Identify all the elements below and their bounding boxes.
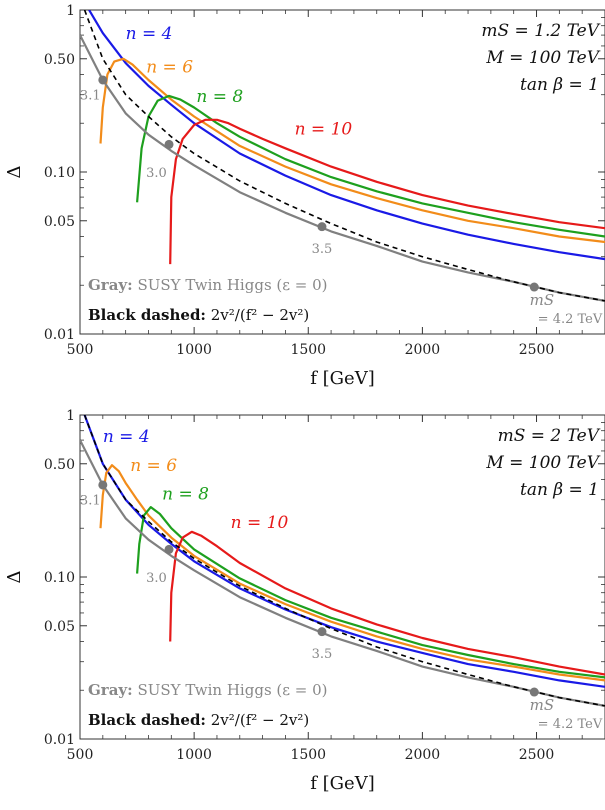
x-tick-label: 1500 xyxy=(290,342,326,358)
series-line xyxy=(80,34,605,302)
ms-point-label: 3.0 xyxy=(146,571,167,586)
y-tick-label: 1 xyxy=(66,3,75,19)
ms-point-marker xyxy=(317,222,327,232)
ms-point-marker xyxy=(164,139,174,149)
legend-black-label: Black dashed: xyxy=(88,306,206,324)
y-tick-label: 0.50 xyxy=(44,457,75,473)
curve-label: n = 6 xyxy=(146,58,193,78)
series-group xyxy=(80,10,605,302)
x-tick-label: 2000 xyxy=(405,342,441,358)
y-tick-label: 0.01 xyxy=(44,327,75,343)
curve-label: n = 6 xyxy=(130,456,177,476)
ms-point-label: 3.5 xyxy=(312,242,333,257)
y-tick-label: 1 xyxy=(66,408,75,424)
ms-point-label: 3.1 xyxy=(80,494,101,509)
series-group xyxy=(80,415,605,707)
x-axis-label: f [GeV] xyxy=(310,368,374,389)
x-tick-label: 500 xyxy=(67,747,94,763)
series-line xyxy=(80,439,605,707)
curve-label: n = 4 xyxy=(103,427,150,447)
legend-black-text: 2v²/(f² − 2v²) xyxy=(206,711,309,729)
x-tick-label: 2000 xyxy=(405,747,441,763)
curve-label: n = 8 xyxy=(162,485,209,505)
x-axis-label: f [GeV] xyxy=(310,773,374,794)
parameter-label: tan β = 1 xyxy=(520,480,599,500)
ms-point-label: 3.5 xyxy=(312,647,333,662)
x-tick-label: 500 xyxy=(67,342,94,358)
ms-point-label: mS xyxy=(530,696,555,714)
y-tick-label: 0.50 xyxy=(44,52,75,68)
ms-point-label: = 4.2 TeV xyxy=(538,717,603,732)
x-tick-label: 2500 xyxy=(519,342,555,358)
curve-label: n = 8 xyxy=(196,87,243,107)
series-line xyxy=(136,506,605,679)
y-axis-label: Δ xyxy=(4,571,25,584)
series-line xyxy=(169,530,605,676)
ms-point-marker xyxy=(529,282,539,292)
series-line xyxy=(99,464,605,682)
ms-point-label: mS xyxy=(530,291,555,309)
x-tick-label: 1500 xyxy=(290,747,326,763)
parameter-label: mS = 2 TeV xyxy=(498,426,601,446)
parameter-label: tan β = 1 xyxy=(520,75,599,95)
ms-point-marker xyxy=(164,544,174,554)
series-line xyxy=(83,10,605,302)
legend-gray-label: Gray: xyxy=(88,276,133,294)
y-tick-label: 0.01 xyxy=(44,732,75,748)
y-axis-label: Δ xyxy=(4,166,25,179)
series-line xyxy=(169,118,605,265)
ms-point-label: 3.1 xyxy=(80,89,101,104)
legend-black-text: 2v²/(f² − 2v²) xyxy=(206,306,309,324)
curve-label: n = 10 xyxy=(295,120,353,140)
ms-point-label: = 4.2 TeV xyxy=(538,312,603,327)
parameter-label: M = 100 TeV xyxy=(485,48,600,68)
series-line xyxy=(136,94,605,238)
legend-gray-text: SUSY Twin Higgs (ε = 0) xyxy=(133,681,328,699)
x-tick-label: 1000 xyxy=(176,747,212,763)
ms-point-marker xyxy=(317,627,327,637)
y-tick-label: 0.10 xyxy=(44,165,75,181)
ms-point-marker xyxy=(98,480,108,490)
legend-gray-label: Gray: xyxy=(88,681,133,699)
legend-black-line: Black dashed: 2v²/(f² − 2v²) xyxy=(88,711,309,729)
y-tick-label: 0.10 xyxy=(44,570,75,586)
series-line xyxy=(83,415,605,707)
parameter-label: M = 100 TeV xyxy=(485,453,600,473)
legend-gray-text: SUSY Twin Higgs (ε = 0) xyxy=(133,276,328,294)
legend-gray-line: Gray: SUSY Twin Higgs (ε = 0) xyxy=(88,276,328,294)
legend-gray-line: Gray: SUSY Twin Higgs (ε = 0) xyxy=(88,681,328,699)
series-line xyxy=(99,57,605,244)
y-tick-label: 0.05 xyxy=(44,214,75,230)
ms-point-label: 3.0 xyxy=(146,166,167,181)
x-tick-label: 1000 xyxy=(176,342,212,358)
legend-black-label: Black dashed: xyxy=(88,711,206,729)
ms-point-marker xyxy=(98,75,108,85)
x-tick-label: 2500 xyxy=(519,747,555,763)
curve-label: n = 4 xyxy=(126,24,173,44)
parameter-label: mS = 1.2 TeV xyxy=(481,21,600,41)
ms-point-marker xyxy=(529,687,539,697)
curve-label: n = 10 xyxy=(231,513,289,533)
series-line xyxy=(88,10,605,261)
series-line xyxy=(83,415,605,688)
legend-black-line: Black dashed: 2v²/(f² − 2v²) xyxy=(88,306,309,324)
y-tick-label: 0.05 xyxy=(44,619,75,635)
